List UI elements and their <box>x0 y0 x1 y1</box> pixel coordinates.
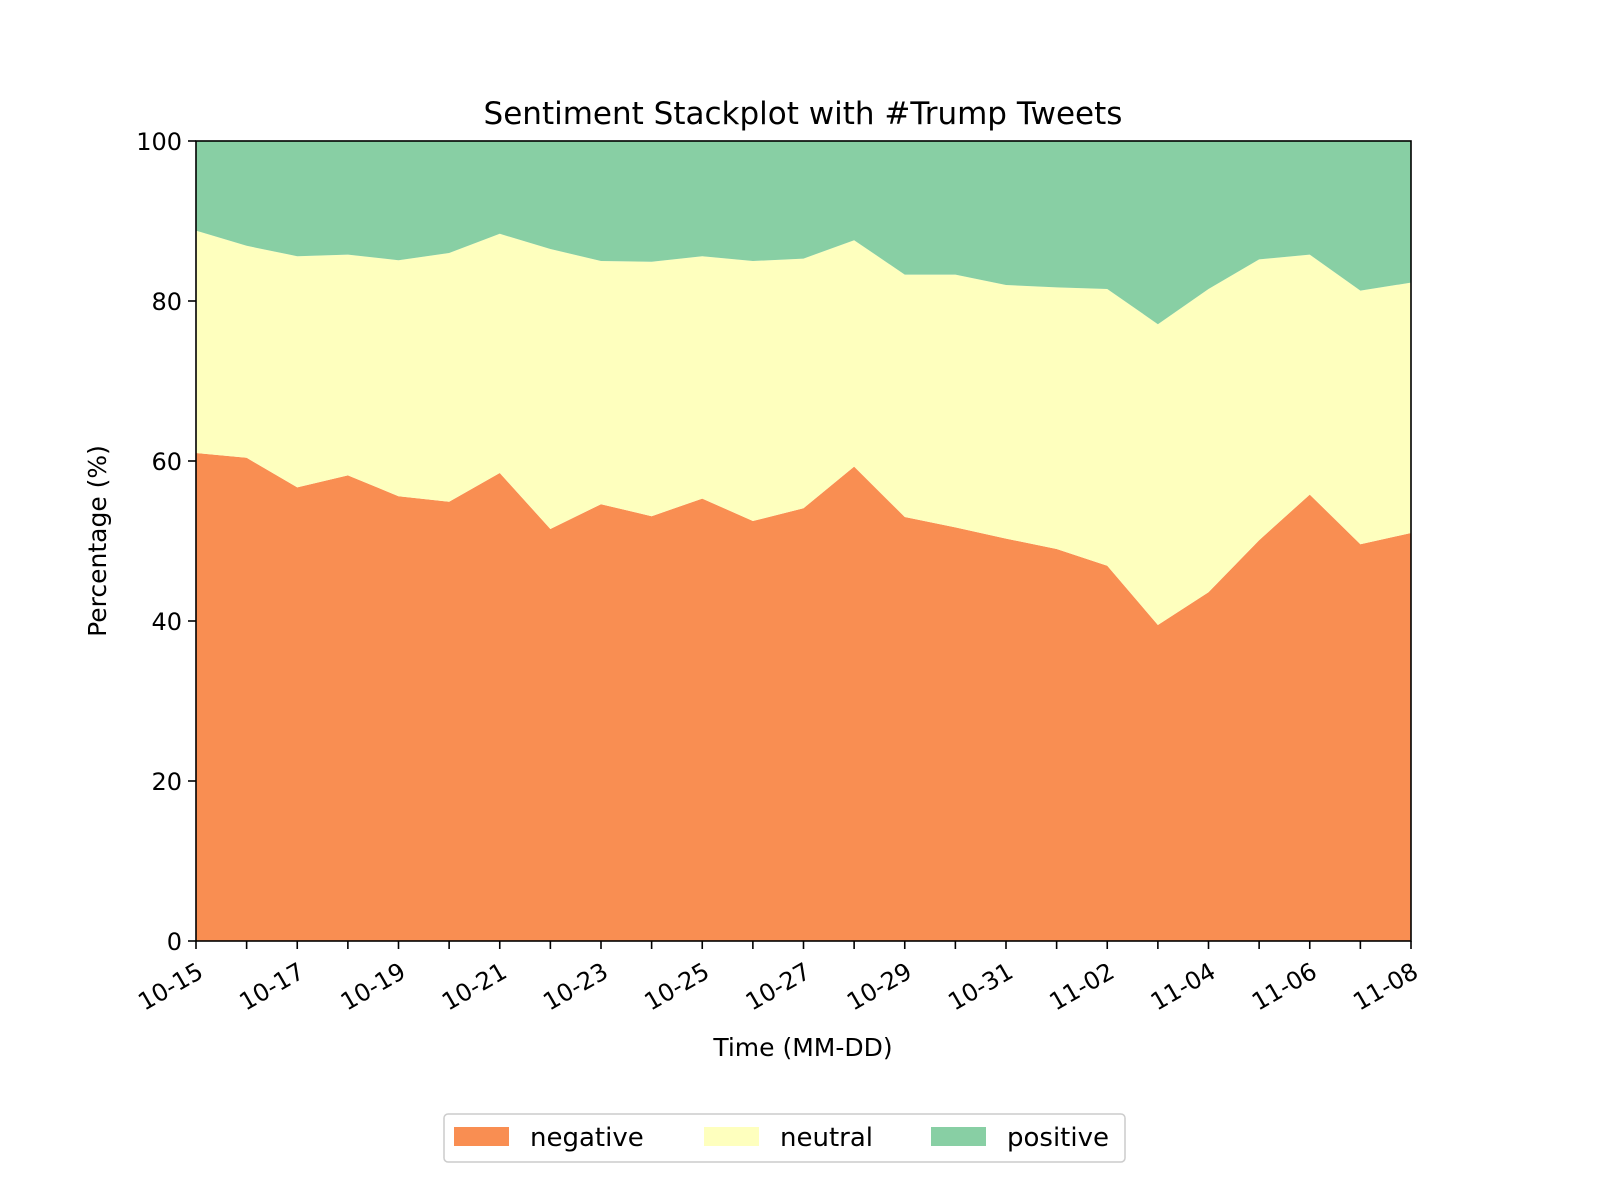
x-tick-label: 10-31 <box>943 957 1017 1016</box>
y-axis: 0 20 40 60 80 100 <box>136 128 196 956</box>
x-tick-label: 10-25 <box>640 957 714 1016</box>
x-tick-label: 10-29 <box>842 957 916 1016</box>
x-tick-label: 11-08 <box>1348 957 1422 1016</box>
x-axis: 10-15 10-17 10-19 10-21 10-23 10-25 10-27 10-29… <box>133 941 1423 1016</box>
x-tick-label: 10-23 <box>538 957 612 1016</box>
x-tick-label: 10-17 <box>235 957 309 1016</box>
x-tick-label: 10-15 <box>133 957 207 1016</box>
legend-label-negative: negative <box>530 1123 644 1153</box>
legend: negative neutral positive <box>443 1113 1126 1163</box>
legend-swatch-neutral <box>704 1127 759 1146</box>
y-axis-title: Percentage (%) <box>83 445 112 637</box>
x-axis-title: Time (MM-DD) <box>712 1033 892 1062</box>
legend-swatch-positive <box>931 1127 986 1146</box>
y-tick-label: 100 <box>136 128 182 156</box>
legend-swatch-negative <box>454 1127 509 1146</box>
legend-label-neutral: neutral <box>780 1123 873 1153</box>
y-tick-label: 20 <box>151 768 182 796</box>
y-tick-label: 80 <box>151 288 182 316</box>
x-tick-label: 10-21 <box>437 957 511 1016</box>
area-neutral <box>196 230 1411 625</box>
legend-frame <box>443 1113 1126 1163</box>
x-tick-label: 11-02 <box>1045 957 1119 1016</box>
y-tick-label: 60 <box>151 448 182 476</box>
x-tick-label: 11-04 <box>1146 957 1220 1016</box>
y-tick-label: 40 <box>151 608 182 636</box>
legend-label-positive: positive <box>1007 1123 1109 1153</box>
x-tick-label: 11-06 <box>1247 957 1321 1016</box>
x-tick-label: 10-27 <box>741 957 815 1016</box>
y-tick-label: 0 <box>167 928 182 956</box>
x-tick-label: 10-19 <box>336 957 410 1016</box>
stack-areas <box>196 141 1411 941</box>
area-negative <box>196 453 1411 941</box>
area-positive <box>196 141 1411 325</box>
chart-title: Sentiment Stackplot with #Trump Tweets <box>484 96 1123 132</box>
